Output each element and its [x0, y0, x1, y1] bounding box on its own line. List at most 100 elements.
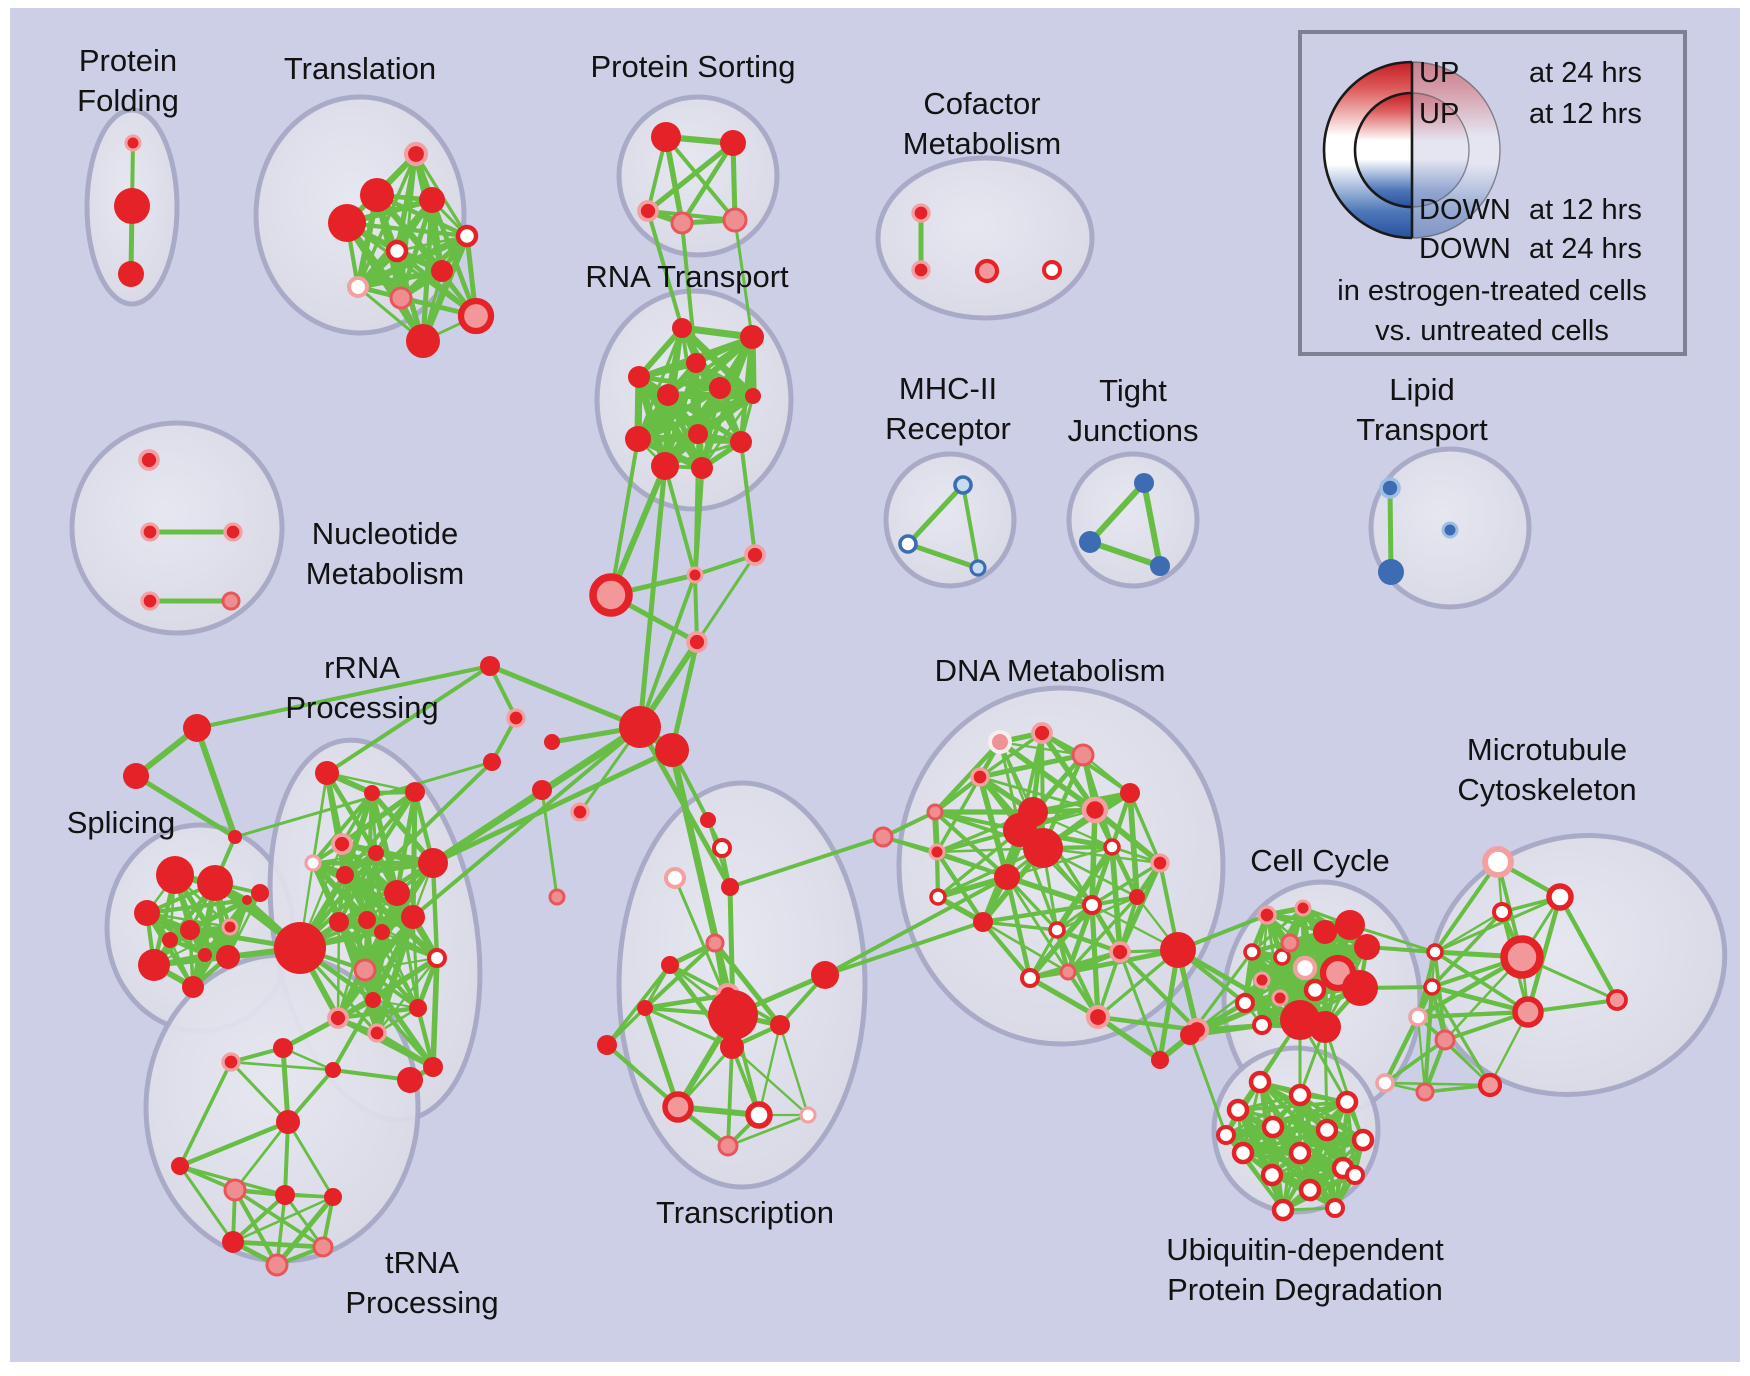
- edge-rna-transport: [634, 392, 757, 443]
- cluster-label-ubiquitin-degradation: Ubiquitin-dependent Protein Degradation: [1166, 1232, 1444, 1307]
- edge-rrna-processing: [430, 955, 440, 1070]
- legend-left-arc-inner: [1353, 91, 1413, 209]
- cluster-label-translation: Translation: [284, 51, 436, 86]
- edge-transcription: [757, 1023, 782, 1117]
- cluster-label-line: Processing: [285, 690, 438, 725]
- cluster-label-line: Junctions: [1068, 413, 1199, 448]
- edge-rna-transport: [664, 391, 757, 400]
- bridge-edge: [608, 463, 668, 598]
- edge-dna-metabolism: [1118, 950, 1162, 1062]
- edge-dna-metabolism: [981, 920, 1070, 974]
- gene-node-trna-processing: [324, 1188, 342, 1206]
- gene-node-rna-transport: [745, 388, 761, 404]
- gene-node-rrna-processing: [329, 912, 349, 932]
- gene-node-trna-processing: [171, 1157, 189, 1175]
- gene-node-lipid-transport: [1378, 559, 1404, 585]
- edge-trna-processing: [286, 1120, 335, 1199]
- cluster-label-line: Receptor: [885, 411, 1011, 446]
- gene-node-dna-metabolism: [1059, 963, 1077, 981]
- cluster-label-protein-sorting: Protein Sorting: [590, 49, 795, 84]
- cluster-label-line: Transport: [1356, 412, 1488, 447]
- edge-dna-metabolism: [1110, 845, 1139, 899]
- gene-node-ubiquitin-degradation: [1325, 1198, 1345, 1218]
- gene-node-tight-junctions: [1079, 531, 1101, 553]
- cluster-label-line: Cytoskeleton: [1457, 772, 1636, 807]
- gene-node-dna-metabolism: [1082, 895, 1102, 915]
- gene-node-ubiquitin-degradation: [1351, 1128, 1375, 1152]
- edge-tight-junctions: [1141, 480, 1163, 569]
- gene-node-rrna-processing: [423, 1057, 443, 1077]
- gene-node-dna-metabolism: [1048, 921, 1066, 939]
- edge-dna-metabolism: [1054, 844, 1115, 933]
- gene-node-transcription: [597, 1035, 617, 1055]
- gene-node-connectors: [506, 708, 526, 728]
- gene-node-transcription: [637, 1000, 653, 1016]
- legend-left-arc-outer: [1322, 60, 1413, 240]
- gene-node-splicing: [216, 945, 240, 969]
- edge-rrna-processing: [380, 930, 439, 960]
- gene-node-dna-metabolism: [1031, 722, 1053, 744]
- gene-node-rrna-processing: [336, 866, 354, 884]
- edge-dna-metabolism: [978, 731, 1044, 779]
- gene-node-trna-processing: [273, 1038, 293, 1058]
- edge-transcription: [778, 1023, 810, 1117]
- cluster-label-protein-folding: Protein Folding: [77, 43, 179, 118]
- edge-trna-processing: [229, 1060, 290, 1124]
- gene-node-ubiquitin-degradation: [1288, 1141, 1312, 1165]
- gene-node-ubiquitin-degradation: [1335, 1090, 1359, 1114]
- gene-node-transcription: [705, 933, 725, 953]
- gene-node-connectors: [811, 961, 839, 989]
- gene-node-protein-sorting: [651, 122, 681, 152]
- edge-rrna-processing: [374, 1030, 436, 1070]
- gene-node-cell-cycle: [1335, 910, 1365, 940]
- gene-node-cell-cycle: [1292, 955, 1318, 981]
- edge-microtubule-cytoskeleton: [1422, 984, 1435, 1095]
- bridge-edge: [194, 725, 238, 840]
- gene-node-translation: [403, 141, 429, 167]
- gene-node-transcription: [799, 1106, 817, 1124]
- gene-node-cell-cycle: [1257, 905, 1277, 925]
- bridge-edge: [693, 432, 700, 577]
- gene-node-translation: [389, 286, 413, 310]
- gene-node-cell-cycle: [1342, 970, 1378, 1006]
- edge-dna-metabolism: [932, 739, 1003, 815]
- gene-node-trna-processing: [265, 1253, 289, 1277]
- cluster-label-nucleotide-metabolism: Nucleotide Metabolism: [306, 516, 465, 591]
- bridge-edge: [430, 747, 675, 866]
- legend-direction-0: UP: [1419, 57, 1459, 89]
- legend-layer: UP at 24 hrs UP at 12 hrs DOWN at 12 hrs DOWN a…: [1298, 30, 1687, 356]
- gene-node-dna-metabolism: [1085, 1004, 1111, 1030]
- edge-microtubule-cytoskeleton: [1383, 1081, 1492, 1087]
- edge-dna-metabolism: [1128, 791, 1162, 865]
- gene-node-rrna-processing: [274, 922, 326, 974]
- gene-node-dna-metabolism: [1150, 853, 1170, 873]
- bridge-edge: [1433, 860, 1500, 954]
- gene-node-rrna-processing: [427, 948, 447, 968]
- gene-node-cell-cycle: [1235, 993, 1255, 1013]
- cluster-label-line: Ubiquitin-dependent: [1166, 1232, 1444, 1267]
- gene-node-transcription: [745, 1101, 773, 1129]
- gene-node-dna-metabolism: [1151, 1051, 1169, 1069]
- gene-node-dna-metabolism: [1071, 743, 1095, 767]
- gene-node-protein-sorting: [722, 207, 748, 233]
- edge-ubiquitin-degradation: [1236, 1100, 1349, 1112]
- bridge-edge: [823, 920, 985, 977]
- edge-microtubule-cytoskeleton: [1430, 910, 1504, 989]
- gene-node-cell-cycle: [1243, 943, 1261, 961]
- edge-microtubule-cytoskeleton: [1557, 894, 1620, 1003]
- edge-rrna-processing: [415, 1005, 436, 1070]
- edge-splicing: [144, 897, 250, 916]
- gene-node-dna-metabolism: [1129, 889, 1145, 905]
- gene-node-microtubule-cytoskeleton: [1434, 1029, 1456, 1051]
- edge-rrna-processing: [337, 920, 439, 960]
- cluster-label-line: Protein Degradation: [1167, 1272, 1443, 1307]
- edge-rrna-processing: [363, 956, 439, 972]
- gene-node-rna-transport: [686, 353, 706, 373]
- cluster-label-line: RNA Transport: [585, 259, 789, 294]
- gene-node-rrna-processing: [409, 999, 427, 1017]
- edge-dna-metabolism: [980, 902, 1095, 925]
- cluster-label-mhc-ii-receptor: MHC-II Receptor: [885, 371, 1011, 446]
- gene-node-cell-cycle: [1303, 978, 1327, 1002]
- gene-node-rna-transport: [625, 426, 651, 452]
- edge-rrna-processing: [335, 1005, 421, 1021]
